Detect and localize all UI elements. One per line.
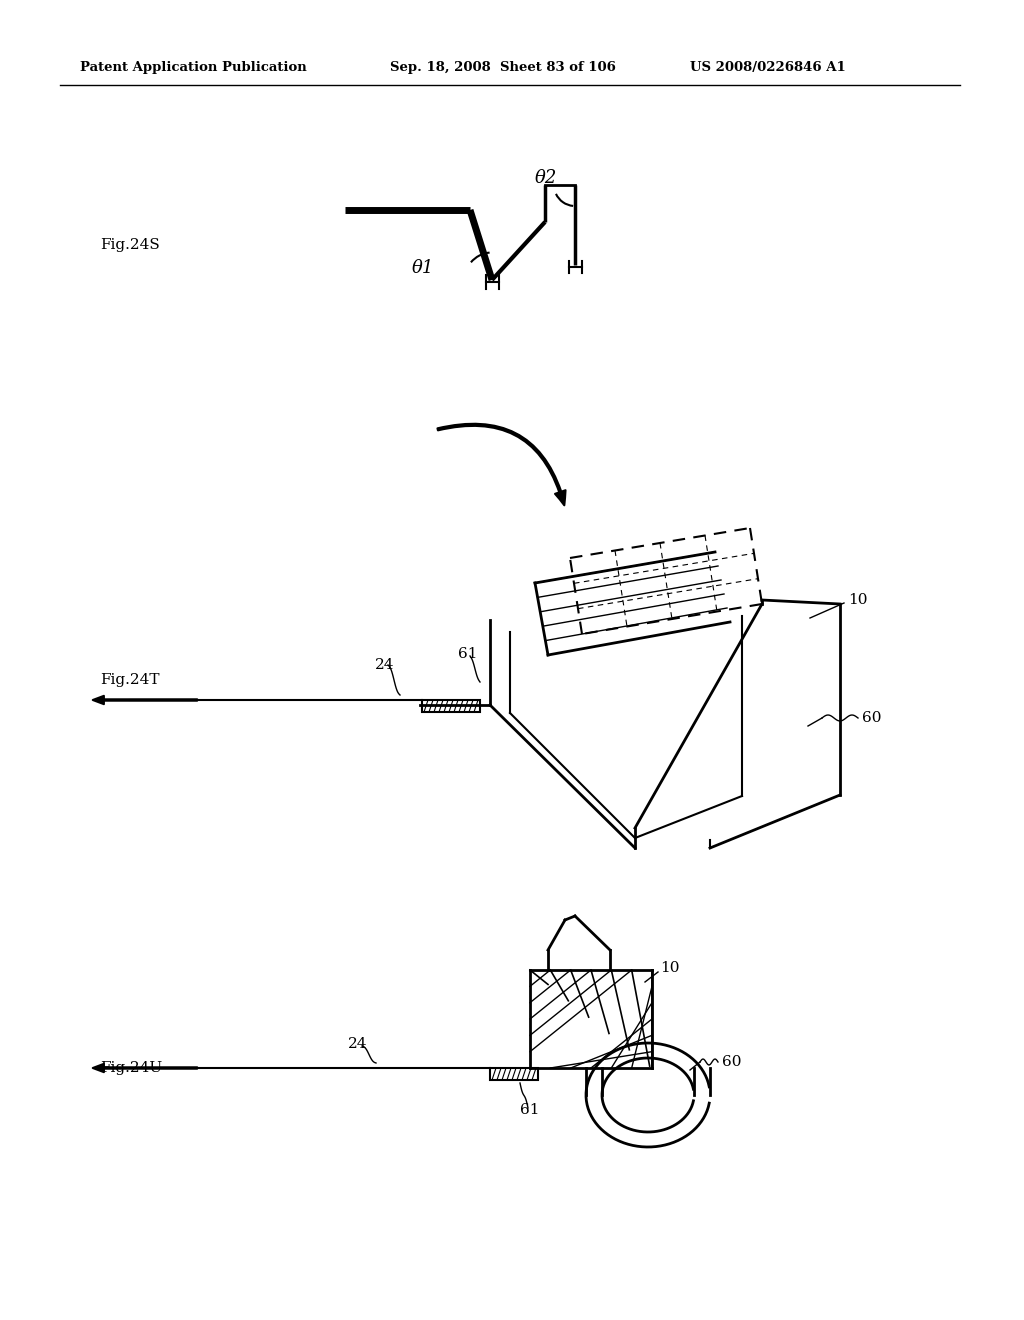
Text: US 2008/0226846 A1: US 2008/0226846 A1 [690,62,846,74]
FancyArrowPatch shape [437,424,565,506]
Text: Fig.24T: Fig.24T [100,673,160,686]
Text: Patent Application Publication: Patent Application Publication [80,62,307,74]
Text: Sep. 18, 2008  Sheet 83 of 106: Sep. 18, 2008 Sheet 83 of 106 [390,62,615,74]
Text: 24: 24 [375,657,394,672]
Bar [422,700,480,711]
Text: 10: 10 [848,593,867,607]
FancyArrowPatch shape [93,1064,198,1072]
Bar [490,1068,538,1080]
FancyArrowPatch shape [93,696,198,704]
Text: 10: 10 [660,961,680,975]
Text: 61: 61 [458,647,477,661]
Text: θ2: θ2 [535,169,557,187]
Text: 60: 60 [862,711,882,725]
Text: Fig.24U: Fig.24U [100,1061,162,1074]
Text: 24: 24 [348,1038,368,1051]
Text: Fig.24S: Fig.24S [100,238,160,252]
Text: 60: 60 [722,1055,741,1069]
Text: θ1: θ1 [412,259,434,277]
Text: 61: 61 [520,1104,540,1117]
